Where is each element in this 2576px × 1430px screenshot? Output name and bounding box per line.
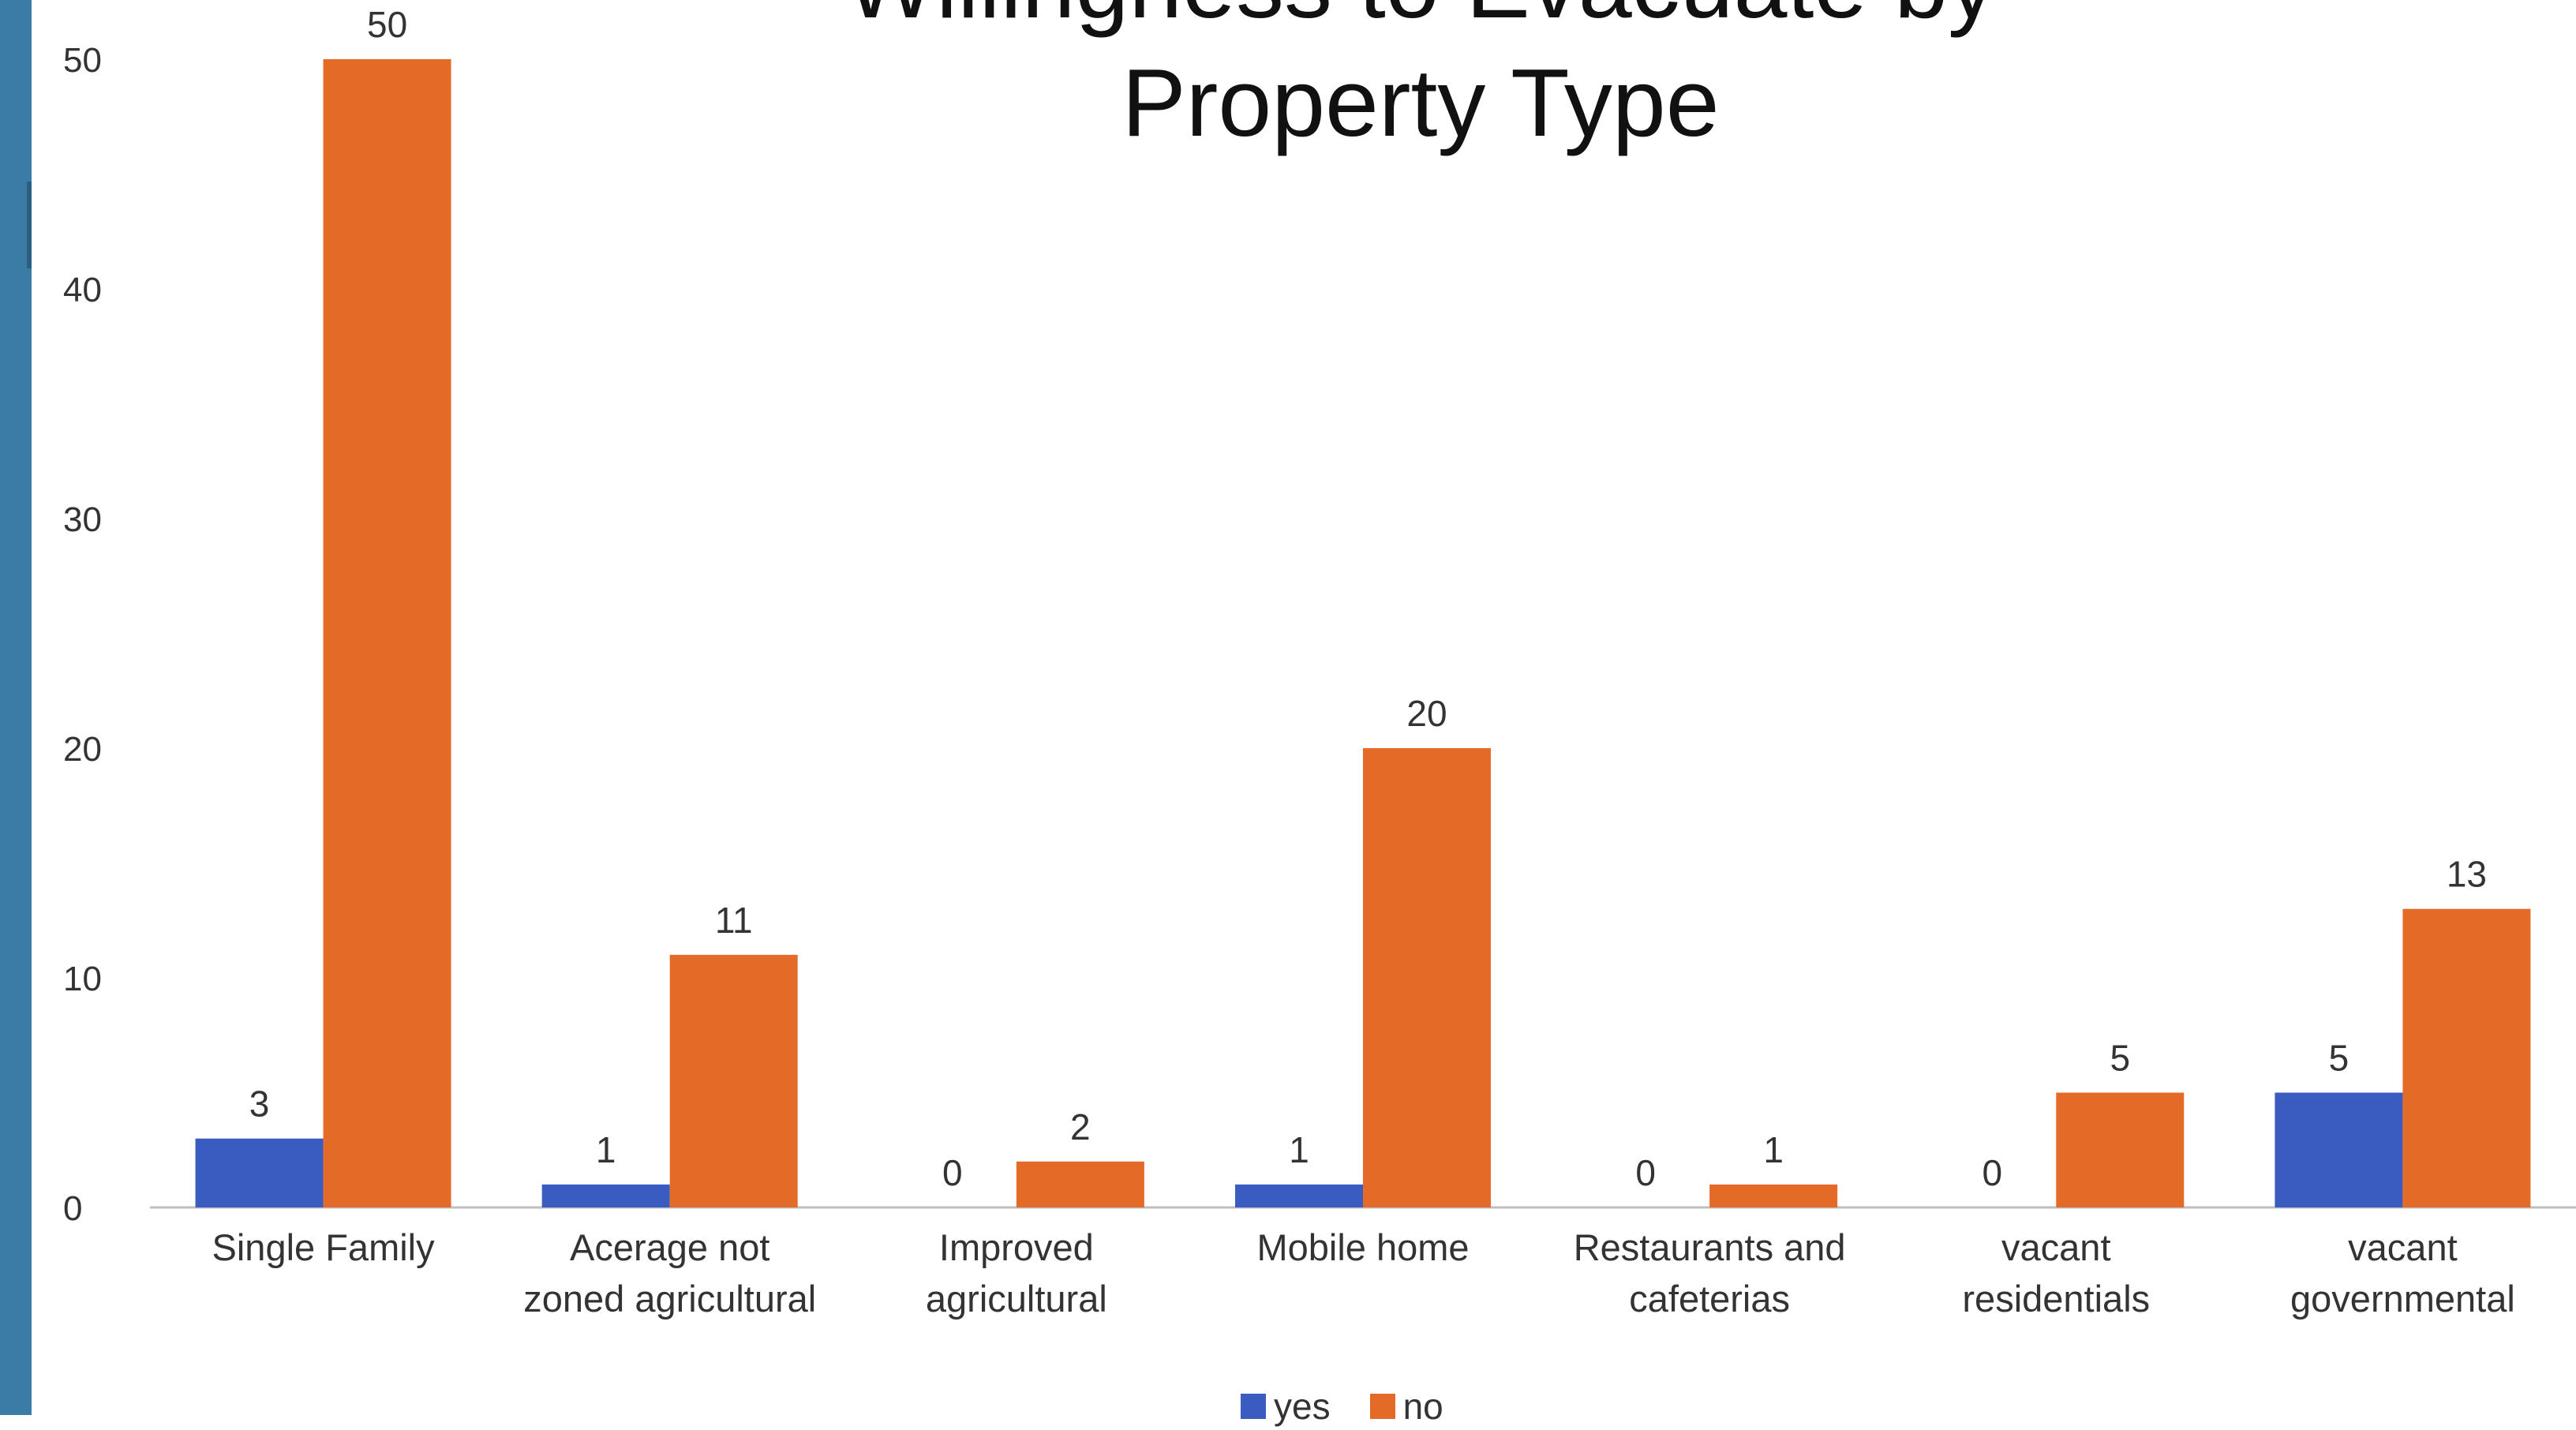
bar-no (323, 59, 451, 1207)
data-label-no: 50 (367, 4, 407, 45)
legend-label-no: no (1402, 1386, 1443, 1427)
data-label-no: 5 (2110, 1038, 2130, 1079)
legend-swatch-yes (1241, 1394, 1266, 1419)
legend-label-yes: yes (1274, 1386, 1331, 1427)
legend-item-no: no (1369, 1385, 1443, 1428)
data-label-yes: 5 (2329, 1038, 2349, 1079)
data-label-no: 1 (1763, 1129, 1784, 1170)
y-tick-label: 10 (63, 960, 102, 998)
x-tick-label: vacant (2001, 1226, 2110, 1268)
legend: yes no (1241, 1383, 1443, 1430)
bar-no (1709, 1184, 1838, 1207)
bar-yes (2275, 1092, 2403, 1207)
bar-no (669, 954, 798, 1207)
bar-no (2402, 908, 2531, 1207)
data-label-no: 2 (1070, 1106, 1091, 1147)
data-label-no: 20 (1406, 693, 1447, 734)
x-tick-label: governmental (2290, 1278, 2515, 1320)
x-tick-label: Mobile home (1256, 1226, 1469, 1268)
slide-side-bar (0, 0, 32, 1415)
x-tick-label: cafeterias (1629, 1278, 1790, 1320)
data-label-yes: 0 (942, 1152, 963, 1193)
x-tick-label: Single Family (212, 1226, 436, 1268)
x-tick-label: Improved (939, 1226, 1094, 1268)
legend-swatch-no (1369, 1394, 1395, 1419)
chart-title: Willingness to Evacuate by Property Type (710, 0, 2131, 162)
x-tick-label: Acerage not (570, 1226, 769, 1268)
x-tick-label: vacant (2348, 1226, 2457, 1268)
bar-yes (541, 1184, 670, 1207)
data-label-yes: 3 (249, 1084, 270, 1125)
y-tick-label: 40 (63, 271, 102, 309)
y-tick-label: 30 (63, 500, 102, 539)
data-label-yes: 0 (1635, 1152, 1656, 1193)
data-label-no: 13 (2447, 854, 2487, 895)
x-tick-label: zoned agricultural (523, 1278, 816, 1320)
slide-side-mark (27, 182, 32, 268)
data-label-yes: 1 (1289, 1129, 1309, 1170)
bar-yes (195, 1138, 324, 1207)
chart-title-line-1: Willingness to Evacuate by (710, 0, 2131, 43)
bar-no (1363, 748, 1491, 1207)
data-label-yes: 0 (1982, 1152, 2002, 1193)
x-tick-label: agricultural (926, 1278, 1107, 1320)
chart-title-line-2: Property Type (1121, 49, 1720, 156)
y-tick-label: 20 (63, 730, 102, 769)
y-tick-label: 0 (63, 1189, 82, 1228)
data-label-no: 11 (715, 900, 753, 941)
legend-item-yes: yes (1241, 1385, 1331, 1428)
x-tick-label: Restaurants and (1574, 1226, 1846, 1268)
bar-no (2056, 1092, 2185, 1207)
y-tick-label: 50 (63, 41, 102, 80)
data-label-yes: 1 (596, 1129, 616, 1170)
bar-no (1016, 1161, 1144, 1207)
x-tick-label: residentials (1962, 1278, 2150, 1320)
bar-yes (1235, 1184, 1363, 1207)
